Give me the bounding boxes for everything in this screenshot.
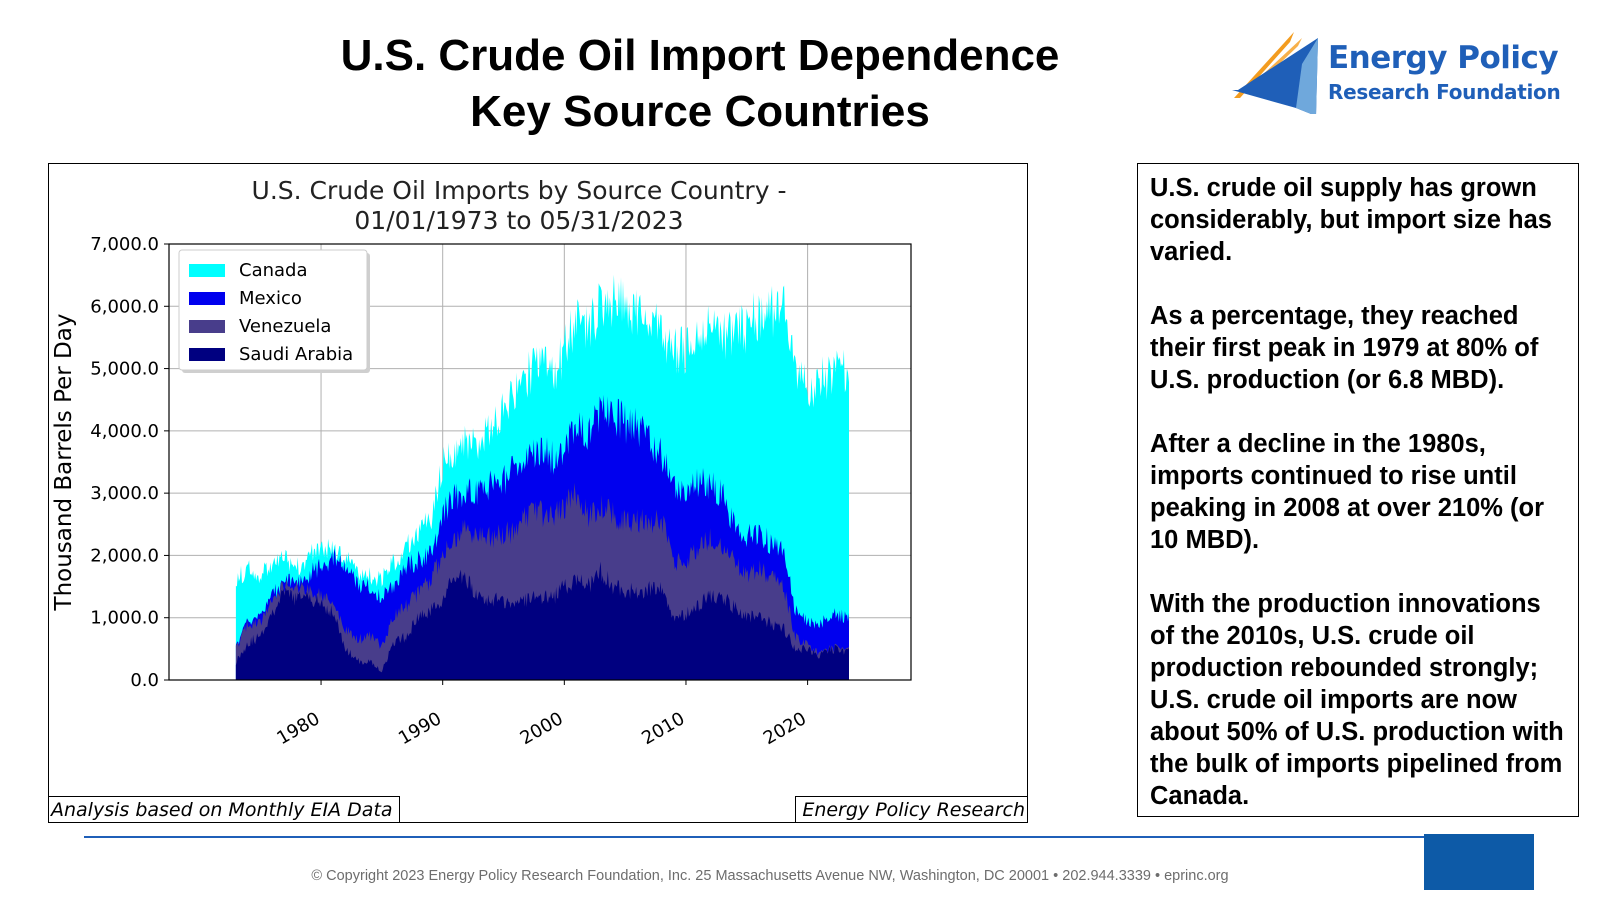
eprf-logo: Energy Policy Research Foundation bbox=[1232, 24, 1592, 114]
y-tick-label: 1,000.0 bbox=[90, 608, 159, 629]
legend-label: Mexico bbox=[239, 288, 302, 309]
y-axis-label: Thousand Barrels Per Day bbox=[51, 314, 77, 612]
x-tick-label: 2020 bbox=[760, 708, 810, 749]
legend-swatch-venezuela bbox=[189, 320, 225, 333]
slide-title-line1: U.S. Crude Oil Import Dependence bbox=[340, 31, 1060, 80]
legend-swatch-canada bbox=[189, 264, 225, 277]
commentary-paragraph: After a decline in the 1980s, imports co… bbox=[1150, 430, 1545, 554]
commentary-panel: U.S. crude oil supply has grown consider… bbox=[1137, 163, 1579, 817]
logo-swoosh-icon bbox=[1232, 32, 1318, 114]
x-tick-label: 2000 bbox=[517, 708, 567, 749]
plot-frame bbox=[168, 243, 912, 681]
y-tick-label: 5,000.0 bbox=[90, 359, 159, 380]
y-tick-label: 3,000.0 bbox=[90, 483, 159, 504]
footnote-data-source: Analysis based on Monthly EIA Data bbox=[48, 796, 400, 823]
x-tick-label: 1990 bbox=[395, 708, 445, 749]
commentary-paragraph: With the production innovations of the 2… bbox=[1150, 590, 1564, 810]
area-saudi-arabia bbox=[235, 561, 849, 680]
chart-title-line2: 01/01/1973 to 05/31/2023 bbox=[354, 206, 684, 235]
slide-title-line2: Key Source Countries bbox=[470, 87, 930, 136]
y-tick-label: 0.0 bbox=[130, 670, 159, 691]
logo-subname: Research Foundation bbox=[1328, 80, 1561, 104]
footnote-attribution: Energy Policy Research bbox=[795, 796, 1028, 823]
x-tick-label: 2010 bbox=[638, 708, 688, 749]
legend-swatch-mexico bbox=[189, 292, 225, 305]
y-tick-label: 7,000.0 bbox=[90, 234, 159, 255]
commentary-paragraph: As a percentage, they reached their firs… bbox=[1150, 302, 1539, 394]
legend-label: Saudi Arabia bbox=[239, 344, 353, 365]
chart-title: U.S. Crude Oil Imports by Source Country… bbox=[169, 176, 869, 236]
imports-chart: 0.0 1,000.0 2,000.0 3,000.0 4,000.0 5,000.0 6,… bbox=[51, 234, 912, 749]
footer-accent-block bbox=[1424, 834, 1534, 890]
slide-title: U.S. Crude Oil Import Dependence Key Sou… bbox=[200, 28, 1200, 140]
legend-label: Venezuela bbox=[239, 316, 331, 337]
commentary-paragraph: U.S. crude oil supply has grown consider… bbox=[1150, 174, 1552, 266]
y-tick-label: 6,000.0 bbox=[90, 296, 159, 317]
y-tick-label: 2,000.0 bbox=[90, 545, 159, 566]
legend-label: Canada bbox=[239, 260, 308, 281]
legend-swatch-saudi-arabia bbox=[189, 348, 225, 361]
legend-box bbox=[178, 249, 368, 371]
logo-name: Energy Policy bbox=[1328, 40, 1559, 76]
chart-panel: 0.0 1,000.0 2,000.0 3,000.0 4,000.0 5,000.0 6,… bbox=[48, 163, 1028, 823]
footer-divider bbox=[84, 836, 1424, 838]
footer-copyright: © Copyright 2023 Energy Policy Research … bbox=[311, 868, 1229, 884]
y-tick-label: 4,000.0 bbox=[90, 421, 159, 442]
x-tick-label: 1980 bbox=[273, 708, 323, 749]
chart-title-line1: U.S. Crude Oil Imports by Source Country… bbox=[251, 176, 787, 205]
